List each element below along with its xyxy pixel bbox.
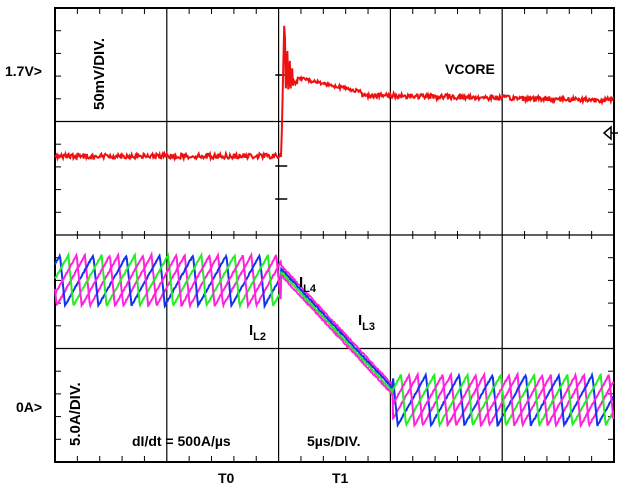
series-il1	[54, 250, 615, 429]
labels: 50mV/DIV. 1.7V> 5.0A/DIV. 0A> VCORE dI/d…	[5, 38, 618, 486]
series-il3	[54, 251, 615, 429]
series-il4	[54, 252, 614, 429]
series-vcore	[54, 25, 615, 163]
il3-label: IL3	[358, 312, 375, 333]
il2-label: IL2	[249, 322, 266, 343]
t1-marker-label: T1	[332, 470, 349, 486]
t0-marker-label: T0	[218, 470, 235, 486]
trigger-arrow-icon	[602, 125, 618, 141]
graticule	[54, 7, 615, 463]
traces	[54, 25, 615, 429]
didt-annotation: dI/dt = 500A/µs	[132, 433, 231, 449]
series-il2	[54, 252, 615, 429]
il4-label: IL4	[299, 274, 317, 295]
bottom-scale-label: 5.0A/DIV.	[67, 382, 84, 446]
top-scale-label: 50mV/DIV.	[91, 38, 108, 110]
top-ref-label: 1.7V>	[5, 63, 42, 79]
vcore-label: VCORE	[445, 61, 495, 77]
timescale-label: 5µs/DIV.	[307, 433, 360, 449]
bottom-ref-label: 0A>	[16, 399, 42, 415]
